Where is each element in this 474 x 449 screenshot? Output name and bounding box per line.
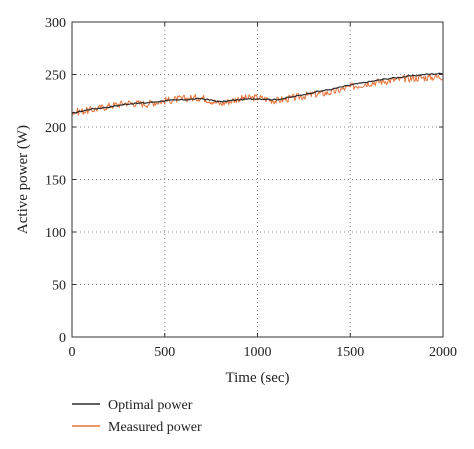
y-tick-label: 150 <box>45 174 66 189</box>
x-tick-label: 1000 <box>244 345 272 360</box>
x-axis-label: Time (sec) <box>225 370 289 386</box>
x-tick-label: 2000 <box>429 345 457 360</box>
y-axis-label: Active power (W) <box>15 125 31 234</box>
legend-label-optimal-power: Optimal power <box>108 398 193 413</box>
x-tick-label: 500 <box>154 345 175 360</box>
legend-label-measured-power: Measured power <box>108 420 202 435</box>
y-tick-label: 250 <box>45 69 66 84</box>
series-lines <box>71 72 444 116</box>
y-tick-label: 300 <box>45 16 66 31</box>
y-tick-label: 100 <box>45 226 66 241</box>
y-tick-label: 0 <box>59 331 66 346</box>
y-tick-label: 200 <box>45 121 66 136</box>
plot-frame <box>71 21 444 338</box>
grid <box>72 22 443 337</box>
series-line-optimal-power <box>71 72 444 114</box>
legend: Optimal power Measured power <box>72 398 202 435</box>
series-line-measured-power <box>71 73 444 116</box>
x-tick-label: 1500 <box>336 345 364 360</box>
y-tick-label: 50 <box>52 279 66 294</box>
x-tick-label: 0 <box>69 345 76 360</box>
axis-ticks: 0 500 1000 1500 2000 0 50 100 150 200 250 300 <box>45 16 457 360</box>
